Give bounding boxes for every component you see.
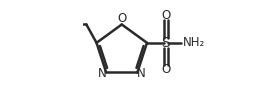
Text: N: N: [137, 67, 146, 80]
Text: O: O: [161, 9, 170, 22]
Text: N: N: [98, 67, 106, 80]
Text: O: O: [161, 63, 170, 76]
Text: O: O: [117, 12, 126, 25]
Text: NH₂: NH₂: [183, 36, 205, 49]
Text: S: S: [162, 36, 170, 50]
